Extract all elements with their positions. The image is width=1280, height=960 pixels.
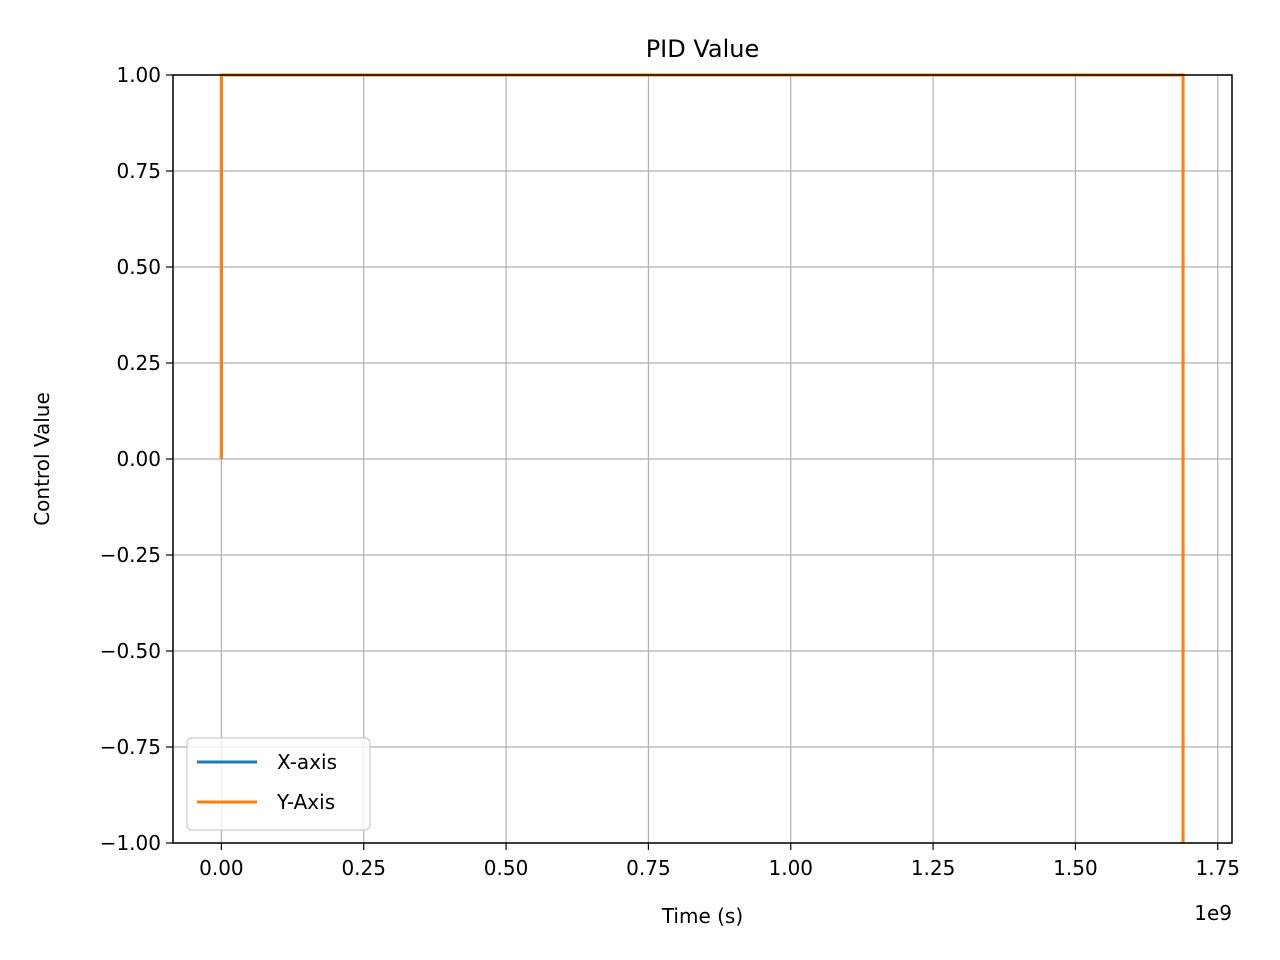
- x-tick-label: 1.50: [1053, 856, 1098, 880]
- y-tick-label: −1.00: [100, 831, 161, 855]
- y-tick-label: 0.75: [116, 159, 161, 183]
- x-tick-label: 1.25: [911, 856, 956, 880]
- y-tick-label: 0.50: [116, 255, 161, 279]
- x-axis-offset-label: 1e9: [1194, 901, 1232, 925]
- legend-label-2: Y-Axis: [276, 790, 335, 814]
- y-tick-label: 0.00: [116, 447, 161, 471]
- x-tick-label: 0.75: [626, 856, 671, 880]
- y-tick-label: −0.50: [100, 639, 161, 663]
- y-tick-label: 0.25: [116, 351, 161, 375]
- chart-title: PID Value: [646, 35, 760, 63]
- legend: X-axis Y-Axis: [186, 737, 371, 831]
- x-tick-label: 1.00: [768, 856, 813, 880]
- legend-label-1: X-axis: [277, 750, 337, 774]
- x-tick-label: 0.50: [484, 856, 529, 880]
- x-tick-label: 0.00: [199, 856, 244, 880]
- y-tick-label: −0.75: [100, 735, 161, 759]
- y-axis-label: Control Value: [30, 392, 54, 526]
- x-axis-label: Time (s): [661, 904, 743, 928]
- y-tick-label: 1.00: [116, 63, 161, 87]
- axis-ticks: 0.00 0.25 0.50 0.75 1.00 1.25 1.50 1.75 −1.00 −0.…: [100, 63, 1240, 880]
- x-tick-label: 1.75: [1196, 856, 1241, 880]
- y-tick-label: −0.25: [100, 543, 161, 567]
- x-tick-label: 0.25: [341, 856, 386, 880]
